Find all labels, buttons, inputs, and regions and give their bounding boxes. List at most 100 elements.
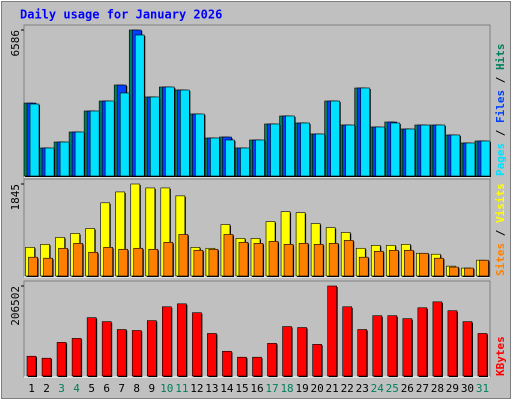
bar — [101, 321, 112, 377]
bar — [327, 285, 337, 377]
bar — [328, 243, 339, 277]
bar — [238, 242, 249, 277]
bar — [465, 142, 476, 177]
bar — [252, 356, 262, 377]
bar — [419, 252, 429, 277]
bar — [162, 306, 172, 377]
x-tick-label: 12 — [190, 382, 203, 395]
x-tick-label: 25 — [386, 382, 399, 395]
legend-separator: / — [494, 223, 507, 243]
bar — [165, 86, 175, 177]
bar — [255, 139, 265, 177]
bar — [118, 248, 129, 277]
bar — [420, 124, 431, 177]
legend-entry: Hits — [494, 44, 507, 71]
x-tick-label: 14 — [220, 382, 234, 395]
bar — [222, 350, 232, 377]
bar — [192, 312, 202, 377]
bar — [312, 344, 322, 377]
bar — [195, 113, 205, 177]
y-tick-label: 6586 — [9, 30, 22, 57]
bar — [74, 131, 85, 177]
legend: Sites / Visits — [494, 183, 507, 276]
bar — [358, 256, 369, 277]
bar — [59, 141, 70, 177]
bar — [315, 133, 325, 177]
bar — [360, 87, 371, 177]
x-tick-label: 2 — [43, 382, 50, 395]
bar — [330, 100, 340, 177]
bar — [387, 315, 398, 377]
bar — [343, 240, 354, 277]
bar — [282, 326, 292, 377]
bar — [447, 310, 458, 377]
x-tick-label: 10 — [160, 382, 173, 395]
bar — [41, 357, 52, 377]
bar — [163, 242, 174, 277]
bar — [449, 266, 459, 277]
legend-entry: Visits — [494, 183, 507, 223]
bar — [26, 355, 37, 377]
x-tick-label: 18 — [280, 382, 293, 395]
bar — [180, 89, 190, 177]
bar — [462, 321, 473, 377]
bar — [237, 356, 247, 377]
x-tick-label: 3 — [58, 382, 65, 395]
bar — [435, 124, 446, 177]
bar — [342, 306, 352, 377]
x-tick-label: 30 — [461, 382, 474, 395]
legend-entry: Sites — [494, 243, 507, 276]
bar — [134, 34, 145, 177]
bar — [178, 234, 189, 277]
bar — [313, 244, 324, 277]
bar — [357, 329, 368, 377]
x-tick-label: 15 — [235, 382, 248, 395]
bar — [285, 115, 295, 177]
x-tick-label: 4 — [73, 382, 80, 395]
bar — [388, 249, 399, 277]
bar — [267, 343, 277, 377]
legend: KBytes — [494, 336, 507, 376]
x-tick-label: 28 — [431, 382, 444, 395]
bar — [253, 243, 264, 277]
y-tick-label: 206502 — [9, 286, 22, 326]
x-tick-label: 24 — [371, 382, 385, 395]
bar — [103, 247, 113, 277]
bar — [480, 140, 491, 177]
bar — [208, 248, 219, 277]
bar — [450, 134, 461, 177]
bar — [345, 124, 355, 177]
x-tick-label: 1 — [28, 382, 35, 395]
bar — [432, 301, 443, 377]
x-tick-label: 13 — [205, 382, 218, 395]
x-tick-label: 16 — [250, 382, 263, 395]
bar — [148, 248, 159, 277]
x-tick-label: 31 — [476, 382, 489, 395]
bar — [434, 257, 444, 277]
bar — [404, 249, 414, 277]
bar — [44, 147, 55, 177]
chart-title: Daily usage for January 2026 — [20, 8, 222, 22]
bar — [464, 267, 474, 277]
bar — [283, 244, 294, 277]
x-tick-label: 5 — [88, 382, 95, 395]
bar — [177, 303, 187, 377]
bar — [402, 318, 413, 377]
x-tick-label: 23 — [356, 382, 369, 395]
x-tick-label: 19 — [295, 382, 308, 395]
x-tick-label: 22 — [341, 382, 354, 395]
bar — [28, 256, 38, 277]
bar — [56, 342, 67, 377]
bar — [477, 333, 488, 377]
bar — [375, 126, 386, 177]
bar — [417, 307, 428, 377]
bar — [270, 123, 280, 177]
legend-separator: / — [494, 123, 507, 143]
x-tick-label: 17 — [265, 382, 278, 395]
x-tick-label: 29 — [446, 382, 459, 395]
bar — [298, 243, 309, 277]
bar — [146, 320, 157, 377]
bar — [119, 92, 130, 177]
